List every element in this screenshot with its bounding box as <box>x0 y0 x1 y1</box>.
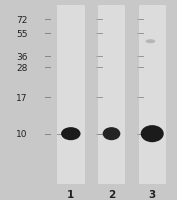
Text: 17: 17 <box>16 94 27 102</box>
Ellipse shape <box>103 128 120 140</box>
Bar <box>57 6 85 184</box>
Text: 36: 36 <box>16 53 27 61</box>
Bar <box>138 6 166 184</box>
Text: 2: 2 <box>108 189 115 199</box>
Ellipse shape <box>141 126 164 142</box>
Text: 55: 55 <box>16 30 27 38</box>
Text: 72: 72 <box>16 16 27 24</box>
Ellipse shape <box>61 128 81 140</box>
Text: 3: 3 <box>149 189 156 199</box>
Text: 1: 1 <box>67 189 74 199</box>
Bar <box>98 6 125 184</box>
Text: 10: 10 <box>16 130 27 138</box>
Text: 28: 28 <box>16 64 27 72</box>
Ellipse shape <box>145 40 155 44</box>
